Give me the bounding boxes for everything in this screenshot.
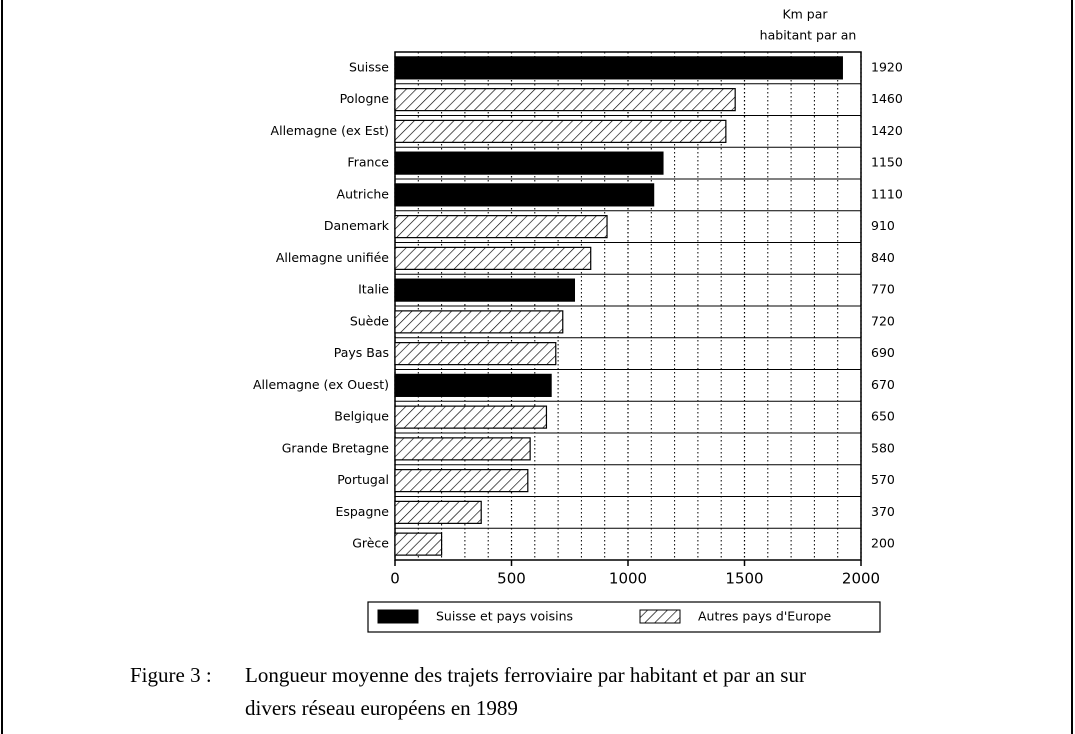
- legend-label: Suisse et pays voisins: [436, 609, 573, 624]
- data-label: 720: [871, 313, 895, 328]
- data-label: 370: [871, 504, 895, 519]
- y-tick-label: Danemark: [324, 218, 390, 233]
- y-tick-label: Belgique: [334, 409, 389, 424]
- x-tick-label: 2000: [842, 570, 880, 588]
- y-tick-label: Allemagne unifiée: [276, 250, 389, 265]
- y-tick-label: Italie: [358, 282, 389, 297]
- bar: [394, 151, 664, 175]
- bar: [394, 342, 557, 366]
- data-label: 200: [871, 536, 895, 551]
- y-tick-label: Autriche: [337, 186, 390, 201]
- y-tick-label: Pologne: [340, 91, 390, 106]
- bar: [394, 469, 529, 493]
- x-tick-label: 1500: [725, 570, 763, 588]
- y-tick-label: Allemagne (ex Ouest): [253, 377, 389, 392]
- bar: [394, 405, 548, 429]
- caption: divers réseau européens en 1989: [245, 696, 518, 720]
- legend-swatch: [639, 609, 681, 624]
- data-label: 1460: [871, 91, 903, 106]
- data-label: 670: [871, 377, 895, 392]
- x-tick-label: 500: [497, 570, 526, 588]
- data-label: 690: [871, 345, 895, 360]
- y-tick-label: Suisse: [349, 59, 389, 74]
- bar: [394, 56, 843, 80]
- y-tick-label: Portugal: [337, 472, 389, 487]
- y-tick-label: Grande Bretagne: [282, 440, 390, 455]
- bar: [394, 500, 482, 524]
- data-label: 910: [871, 218, 895, 233]
- bar: [394, 88, 736, 112]
- data-label: 840: [871, 250, 895, 265]
- x-tick-label: 1000: [609, 570, 647, 588]
- data-label: 1150: [871, 155, 903, 170]
- y-tick-label: Allemagne (ex Est): [271, 123, 389, 138]
- legend-swatch: [377, 609, 419, 624]
- data-label: 1110: [871, 186, 903, 201]
- data-label: 1920: [871, 59, 903, 74]
- bar: [394, 278, 576, 302]
- value-title: habitant par an: [760, 28, 857, 43]
- y-tick-label: France: [347, 155, 389, 170]
- bar: [394, 532, 443, 556]
- bar: [394, 437, 531, 461]
- bar: [394, 310, 564, 334]
- data-label: 770: [871, 282, 895, 297]
- bar: [394, 215, 608, 239]
- data-label: 650: [871, 409, 895, 424]
- x-tick-label: 0: [390, 570, 400, 588]
- caption-label: Figure 3 :: [130, 663, 212, 687]
- y-tick-label: Suède: [350, 313, 389, 328]
- bar: [394, 373, 552, 397]
- bar: [394, 183, 655, 207]
- bar: [394, 246, 592, 270]
- legend-box: [367, 601, 881, 633]
- bar: [394, 119, 727, 143]
- value-title: Km par: [782, 7, 828, 22]
- y-tick-label: Grèce: [352, 536, 389, 551]
- y-tick-label: Espagne: [335, 504, 389, 519]
- data-label: 1420: [871, 123, 903, 138]
- legend-label: Autres pays d'Europe: [698, 609, 832, 624]
- data-label: 570: [871, 472, 895, 487]
- data-label: 580: [871, 440, 895, 455]
- caption: Longueur moyenne des trajets ferroviaire…: [245, 663, 806, 687]
- y-tick-label: Pays Bas: [334, 345, 389, 360]
